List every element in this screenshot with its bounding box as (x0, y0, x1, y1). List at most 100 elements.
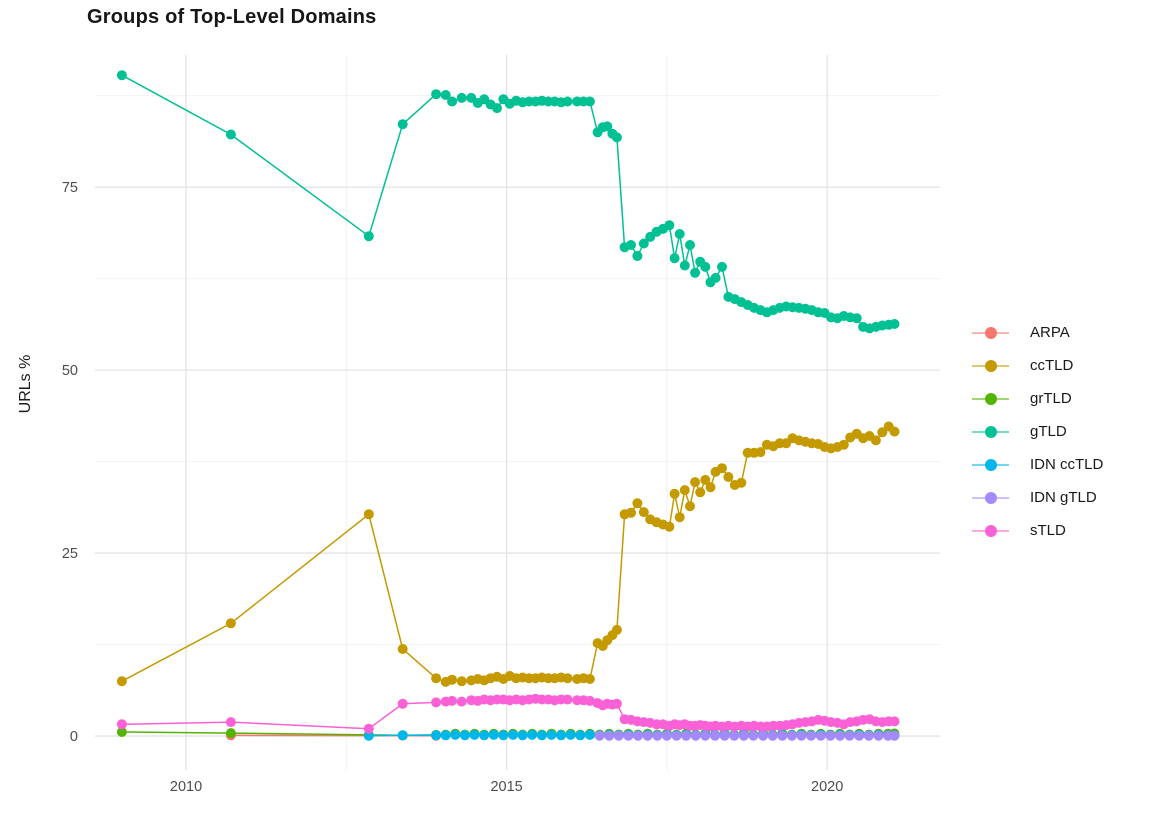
data-point (225, 618, 236, 629)
data-point (456, 696, 467, 707)
data-point (889, 730, 900, 741)
data-point (623, 730, 634, 741)
data-point (632, 498, 643, 509)
data-point (447, 96, 458, 107)
data-point (584, 729, 595, 740)
legend-label: IDN ccTLD (1030, 456, 1104, 473)
data-point (661, 730, 672, 741)
legend-item-sTLD: sTLD (972, 514, 1103, 547)
data-point (116, 70, 127, 81)
data-point (565, 729, 576, 740)
data-point (815, 730, 826, 741)
data-point (652, 730, 663, 741)
data-point (447, 674, 458, 685)
data-point (669, 253, 680, 264)
legend-key-icon (972, 524, 1009, 537)
data-point (440, 90, 451, 100)
data-point (431, 89, 442, 100)
data-point (723, 472, 734, 482)
data-point (447, 695, 458, 706)
legend-label: gTLD (1030, 423, 1067, 440)
data-point (664, 220, 675, 231)
data-point (431, 730, 442, 741)
data-point (116, 676, 127, 687)
data-point (638, 238, 649, 249)
data-point (584, 695, 595, 706)
data-point (594, 730, 605, 741)
data-point (685, 501, 695, 512)
data-point (873, 730, 884, 741)
legend-label: ARPA (1030, 324, 1070, 341)
data-point (690, 730, 701, 741)
data-point (642, 730, 653, 741)
axis-tick-labels: 0 25 50 75 2010 2015 2020 (62, 180, 843, 795)
data-point (431, 673, 442, 684)
data-point (729, 730, 740, 741)
legend-item-gTLD: gTLD (972, 415, 1103, 448)
data-point (854, 730, 865, 741)
data-point (690, 267, 701, 278)
data-point (562, 673, 573, 684)
data-point (690, 477, 701, 488)
data-point (700, 730, 711, 741)
data-point (584, 96, 595, 107)
data-point (889, 426, 900, 437)
data-point (456, 676, 467, 687)
legend-key-icon (972, 491, 1009, 504)
legend-item-IDN-gTLD: IDN gTLD (972, 481, 1103, 514)
legend-item-ARPA: ARPA (972, 316, 1103, 349)
legend-key-icon (972, 392, 1009, 405)
data-point (431, 697, 442, 708)
legend-label: ccTLD (1030, 357, 1074, 374)
y-tick-label: 25 (62, 546, 78, 562)
data-point (556, 730, 567, 741)
data-point (527, 729, 538, 740)
data-point (889, 319, 900, 329)
data-point (664, 521, 675, 532)
data-point (844, 730, 855, 741)
data-point (450, 729, 461, 740)
legend-label: grTLD (1030, 390, 1072, 407)
x-tick-label: 2020 (811, 779, 843, 795)
data-point (685, 240, 695, 250)
data-point (611, 624, 622, 635)
data-point (611, 698, 622, 709)
data-point (397, 730, 408, 741)
data-point (700, 261, 711, 272)
data-point (225, 717, 236, 728)
data-point (835, 730, 845, 741)
data-point (575, 730, 586, 741)
legend-key-icon (972, 425, 1009, 438)
data-point (710, 272, 721, 283)
legend-key-dot (985, 392, 997, 405)
data-point (700, 474, 711, 485)
data-point (736, 477, 747, 488)
data-point (825, 730, 836, 741)
legend-key-dot (985, 326, 997, 339)
data-point (584, 674, 595, 684)
data-point (710, 730, 720, 741)
legend-item-grTLD: grTLD (972, 382, 1103, 415)
data-point (536, 730, 547, 741)
y-tick-label: 75 (62, 180, 78, 196)
data-point (679, 260, 690, 271)
legend: ARPA ccTLD grTLD gTLD IDN ccTLD IDN gTLD sTLD (972, 316, 1103, 547)
legend-key-dot (985, 524, 997, 537)
legend-label: IDN gTLD (1030, 489, 1097, 506)
data-point (889, 716, 900, 727)
data-point (492, 103, 502, 114)
data-point (440, 730, 451, 741)
data-point (796, 730, 807, 741)
data-point (838, 439, 849, 450)
x-tick-label: 2010 (170, 779, 202, 795)
legend-key-dot (985, 458, 997, 471)
data-point (758, 730, 769, 741)
chart-title: Groups of Top-Level Domains (87, 6, 377, 28)
series-ccTLD-line (121, 425, 895, 683)
legend-item-ccTLD: ccTLD (972, 349, 1103, 382)
legend-key-dot (985, 491, 997, 504)
data-point (116, 719, 127, 730)
data-point (602, 121, 613, 132)
series-IDN-gTLD (594, 730, 900, 741)
series-ccTLD (116, 421, 900, 687)
